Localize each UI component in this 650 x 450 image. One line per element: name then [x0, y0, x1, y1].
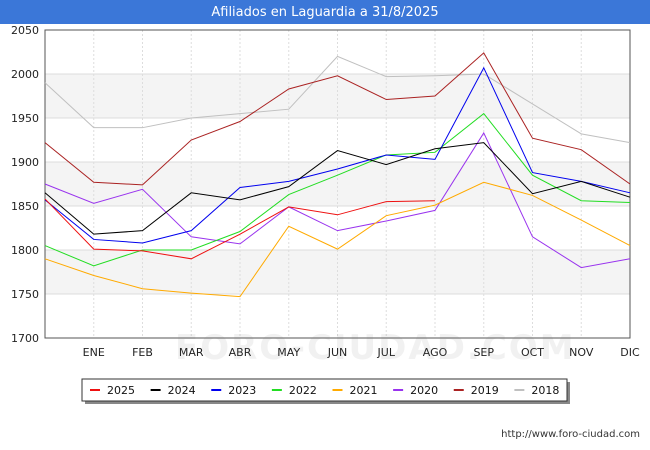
x-tick-label: SEP: [473, 346, 494, 359]
x-tick-label: MAY: [277, 346, 300, 359]
y-tick-label: 1950: [11, 112, 39, 125]
x-tick-label: FEB: [132, 346, 153, 359]
legend-label-2023: 2023: [228, 384, 256, 397]
x-tick-label: DIC: [620, 346, 640, 359]
series-line-2022: [44, 112, 631, 267]
y-tick-label: 1900: [11, 156, 39, 169]
series-line-2021: [44, 181, 631, 298]
legend-label-2018: 2018: [531, 384, 559, 397]
chart-title: Afiliados en Laguardia a 31/8/2025: [211, 4, 439, 20]
legend-label-2020: 2020: [410, 384, 438, 397]
y-tick-label: 1800: [11, 244, 39, 257]
y-tick-label: 1850: [11, 200, 39, 213]
x-tick-label: AGO: [423, 346, 448, 359]
x-tick-label: ABR: [229, 346, 252, 359]
series-line-2019: [44, 52, 631, 186]
x-tick-label: JUN: [327, 346, 348, 359]
legend-label-2021: 2021: [350, 384, 378, 397]
x-tick-label: ENE: [83, 346, 105, 359]
x-tick-label: JUL: [377, 346, 396, 359]
series-line-2025: [44, 198, 436, 260]
legend-label-2024: 2024: [168, 384, 196, 397]
x-tick-label: OCT: [521, 346, 544, 359]
legend-label-2025: 2025: [107, 384, 135, 397]
chart-title-bar: Afiliados en Laguardia a 31/8/2025: [0, 0, 650, 24]
legend-label-2022: 2022: [289, 384, 317, 397]
series-line-2018: [44, 55, 631, 144]
y-tick-label: 2000: [11, 68, 39, 81]
legend-box: [81, 378, 568, 402]
legend-label-2019: 2019: [471, 384, 499, 397]
y-tick-label: 1700: [11, 332, 39, 345]
series-line-2020: [44, 131, 631, 269]
watermark: FORO-CIUDAD.COM: [175, 328, 576, 368]
x-tick-label: MAR: [179, 346, 204, 359]
y-tick-label: 1750: [11, 288, 39, 301]
source-url: http://www.foro-ciudad.com: [501, 429, 640, 440]
series-line-2023: [44, 66, 631, 244]
series-line-2024: [44, 142, 631, 235]
x-tick-label: NOV: [569, 346, 594, 359]
y-tick-label: 2050: [11, 24, 39, 37]
